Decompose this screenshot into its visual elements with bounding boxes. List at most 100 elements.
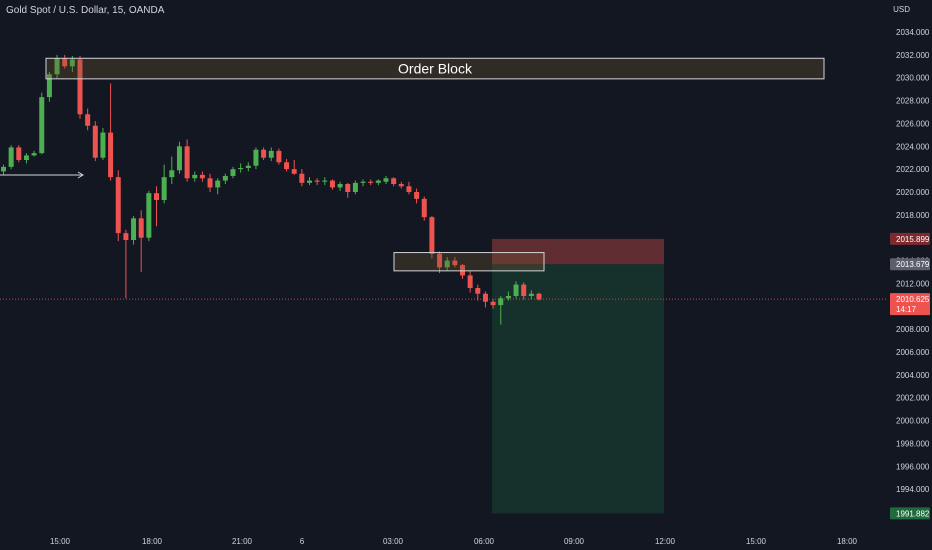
y-tick-label: 1996.000 xyxy=(896,462,930,471)
candle-body xyxy=(215,180,221,188)
candle-body xyxy=(498,298,504,306)
candle-body xyxy=(161,177,167,200)
y-tick-label: 1994.000 xyxy=(896,485,930,494)
candle-body xyxy=(406,186,412,192)
candle-body xyxy=(314,180,320,182)
y-tick-label: 2006.000 xyxy=(896,348,930,357)
candle-body xyxy=(207,178,213,188)
candle-body xyxy=(131,218,137,240)
candle-body xyxy=(146,193,152,238)
candle-body xyxy=(505,296,511,299)
candle-body xyxy=(92,125,98,158)
candle-body xyxy=(352,182,358,192)
candle-body xyxy=(414,192,420,199)
candle-body xyxy=(108,132,114,178)
candle-body xyxy=(261,149,267,158)
stop-price-badge: 2015.899 xyxy=(890,232,930,245)
candle-body xyxy=(276,150,282,163)
x-tick-label: 18:00 xyxy=(142,537,163,546)
candles-layer xyxy=(1,54,542,325)
y-tick-label: 1998.000 xyxy=(896,439,930,448)
x-tick-label: 03:00 xyxy=(383,537,404,546)
candle-body xyxy=(421,198,427,218)
candle-body xyxy=(62,58,68,67)
candle-body xyxy=(398,184,404,187)
candle-body xyxy=(375,180,381,183)
candle-body xyxy=(253,149,259,166)
y-tick-label: 2018.000 xyxy=(896,211,930,220)
candle-body xyxy=(169,170,175,178)
candle-body xyxy=(8,147,14,167)
entry-price-label: 2013.679 xyxy=(896,260,930,269)
current-price-badge: 2010.625 14:17 xyxy=(890,293,930,316)
y-tick-label: 2026.000 xyxy=(896,119,930,128)
candle-body xyxy=(513,284,519,296)
candle-body xyxy=(521,284,527,296)
candle-body xyxy=(115,177,121,234)
y-tick-label: 2032.000 xyxy=(896,51,930,60)
candle-body xyxy=(123,233,129,240)
candle-body xyxy=(490,301,496,306)
x-tick-label: 06:00 xyxy=(474,537,495,546)
candle-body xyxy=(368,181,374,183)
candle-body xyxy=(192,174,198,179)
small-zone-rect[interactable] xyxy=(393,252,545,272)
target-price-label: 1991.882 xyxy=(896,509,930,518)
candle-body xyxy=(284,162,290,170)
countdown-label: 14:17 xyxy=(896,305,917,314)
candle-body xyxy=(100,132,106,158)
y-tick-label: 2022.000 xyxy=(896,165,930,174)
candle-body xyxy=(360,181,366,183)
candle-body xyxy=(245,165,251,168)
candle-body xyxy=(337,184,343,188)
candle-body xyxy=(31,153,37,156)
candle-body xyxy=(238,168,244,170)
y-tick-label: 2004.000 xyxy=(896,371,930,380)
y-tick-label: 2008.000 xyxy=(896,325,930,334)
y-tick-label: 2034.000 xyxy=(896,28,930,37)
candle-body xyxy=(46,74,52,98)
y-tick-label: 2030.000 xyxy=(896,74,930,83)
x-tick-label: 6 xyxy=(300,537,305,546)
candle-body xyxy=(176,146,182,171)
y-tick-label: 2020.000 xyxy=(896,188,930,197)
candle-body xyxy=(437,253,443,268)
currency-label: USD xyxy=(893,5,910,14)
stop-zone-rect[interactable] xyxy=(492,238,664,265)
x-axis[interactable]: 15:00 18:00 21:00 6 03:00 06:00 09:00 12:00 15:0… xyxy=(50,537,858,546)
stop-price-label: 2015.899 xyxy=(896,235,930,244)
order-block-rect[interactable] xyxy=(45,57,825,80)
candle-body xyxy=(299,173,305,183)
y-axis[interactable]: 1992.0001994.0001996.0001998.0002000.000… xyxy=(896,28,930,517)
entry-price-badge: 2013.679 xyxy=(890,258,930,271)
candle-body xyxy=(452,260,458,266)
candle-body xyxy=(383,178,389,182)
x-tick-label: 15:00 xyxy=(746,537,767,546)
candle-body xyxy=(345,184,351,192)
order-block-label: Order Block xyxy=(398,61,473,77)
current-price-label: 2010.625 xyxy=(896,295,930,304)
candle-body xyxy=(444,260,450,268)
candle-body xyxy=(77,59,83,115)
candle-body xyxy=(268,150,274,158)
target-zone-rect[interactable] xyxy=(492,264,664,514)
annotations-layer: Order Block xyxy=(0,57,825,272)
target-price-badge: 1991.882 xyxy=(890,507,930,520)
candle-body xyxy=(1,166,6,172)
candle-body xyxy=(222,176,228,181)
candle-body xyxy=(429,217,435,254)
candle-body xyxy=(184,146,190,179)
symbol-title: Gold Spot / U.S. Dollar, 15, OANDA xyxy=(6,5,165,16)
x-tick-label: 12:00 xyxy=(655,537,676,546)
arrow-head-icon xyxy=(77,171,84,179)
candle-body xyxy=(16,147,22,160)
candle-body xyxy=(322,180,328,182)
candle-body xyxy=(138,218,144,238)
candle-body xyxy=(54,58,60,75)
candle-body xyxy=(475,288,481,294)
candle-body xyxy=(460,265,465,276)
candle-body xyxy=(230,169,236,176)
candle-body xyxy=(85,114,91,126)
